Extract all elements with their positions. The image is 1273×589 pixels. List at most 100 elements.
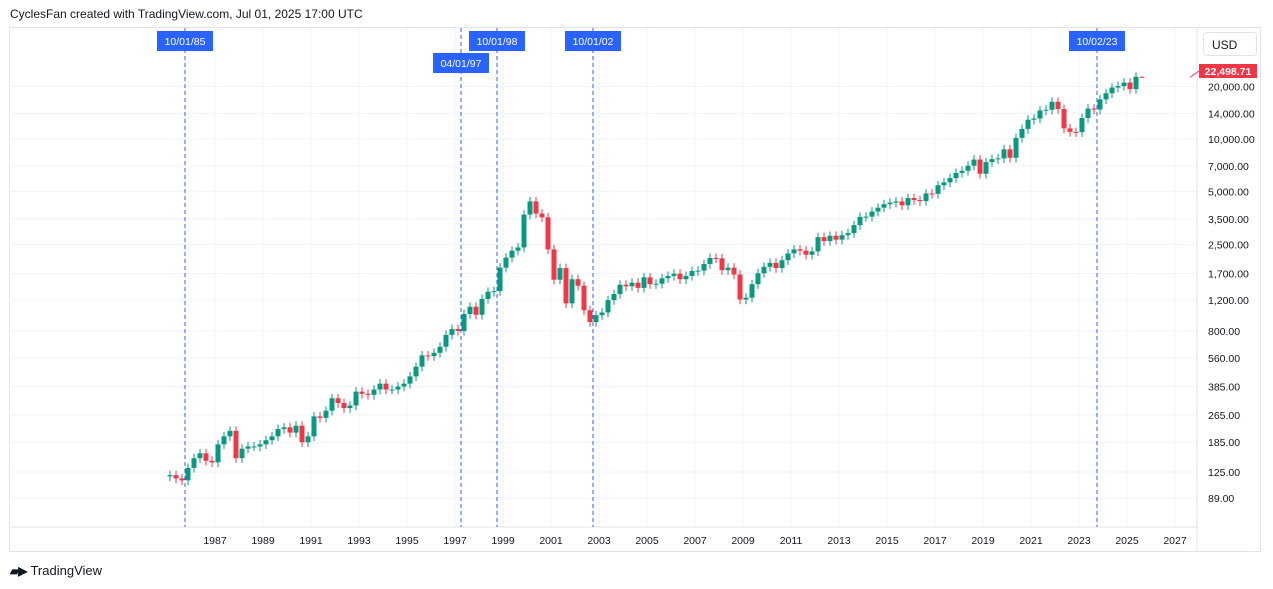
candle-body [425,355,431,357]
candle-body [575,279,581,286]
candle-body [377,383,383,390]
candle-body [305,436,311,443]
candle-body [791,249,797,254]
date-marker-label: 10/01/02 [573,36,614,48]
candle-body [797,249,803,251]
candle-body [239,448,245,459]
candle-body [953,172,959,179]
candle-body [1121,82,1127,87]
candle-body [833,235,839,240]
candle-body [725,267,731,271]
candle-body [323,410,329,418]
candle-body [1025,119,1031,129]
candle-body [461,314,467,331]
candle-body [659,278,665,284]
candle-body [317,416,323,418]
candle-body [1091,108,1097,110]
candle-body [959,170,965,173]
currency-selector[interactable]: USD [1203,32,1257,56]
candle-body [1073,131,1079,133]
candle-body [1007,149,1013,158]
y-tick-label: 265.00 [1208,410,1240,422]
date-marker-badge [157,31,213,51]
candle-body [503,257,509,268]
candle-body [917,200,923,202]
date-marker-label: 04/01/97 [441,58,482,70]
candle-body [287,427,293,433]
candle-body [755,273,761,285]
candle-body [245,446,251,449]
candle-body [623,284,629,287]
candle-body [581,285,587,311]
candle-body [443,334,449,347]
candle-body [683,275,689,280]
y-tick-label: 1,200.00 [1208,295,1249,307]
candle-body [479,298,485,315]
candle-body [653,283,659,285]
candle-body [671,273,677,276]
candle-body [971,159,977,166]
x-tick-label: 2027 [1163,535,1187,547]
candle-body [419,355,425,367]
x-tick-label: 2023 [1067,535,1091,547]
x-tick-label: 1987 [203,535,227,547]
candle-body [863,216,869,218]
candle-body [719,258,725,271]
x-tick-label: 2003 [587,535,611,547]
candle-body [449,329,455,335]
tradingview-brand: TradingView [30,563,103,578]
candle-body [1067,128,1073,132]
tradingview-footer[interactable]: ▰▶ TradingView [10,563,102,578]
candle-body [173,475,179,479]
candle-body [845,233,851,236]
candle-body [1127,82,1133,90]
candle-body [989,159,995,163]
candle-body [251,446,257,448]
x-tick-label: 2007 [683,535,707,547]
candle-body [1061,108,1067,129]
candle-body [563,268,569,304]
y-tick-label: 385.00 [1208,382,1240,394]
candle-body [1043,109,1049,111]
last-price-label: 22,498.71 [1205,66,1252,78]
candle-body [527,201,533,215]
chart-header-title: CyclesFan created with TradingView.com, … [10,7,363,21]
candle-body [599,312,605,316]
candle-body [665,275,671,279]
candle-body [593,315,599,323]
candle-body [275,429,281,437]
candle-body [617,284,623,295]
candle-body [473,306,479,315]
candle-body [785,253,791,261]
candle-body [707,257,713,265]
x-tick-label: 2017 [923,535,947,547]
candle-body [1031,118,1037,120]
candle-body [731,267,737,275]
candle-body [209,460,215,463]
candle-body [521,214,527,248]
y-tick-label: 89.00 [1208,493,1234,505]
x-tick-label: 1993 [347,535,371,547]
candle-body [611,294,617,301]
candle-body [743,297,749,300]
x-tick-label: 2019 [971,535,995,547]
candle-body [749,284,755,298]
y-tick-label: 14,000.00 [1208,108,1255,120]
candle-body [1139,76,1145,78]
candle-body [815,237,821,252]
candle-body [545,217,551,250]
candle-body [1103,93,1109,100]
candle-body [455,329,461,331]
candle-body [767,262,773,267]
candle-body [311,416,317,437]
candle-body [641,277,647,288]
candle-body [551,249,557,280]
candle-body [995,158,1001,160]
candle-body [341,403,347,409]
candle-body [635,282,641,288]
chart-frame [9,27,1261,552]
candle-body [881,204,887,208]
candle-body [1049,101,1055,110]
candle-body [353,391,359,406]
